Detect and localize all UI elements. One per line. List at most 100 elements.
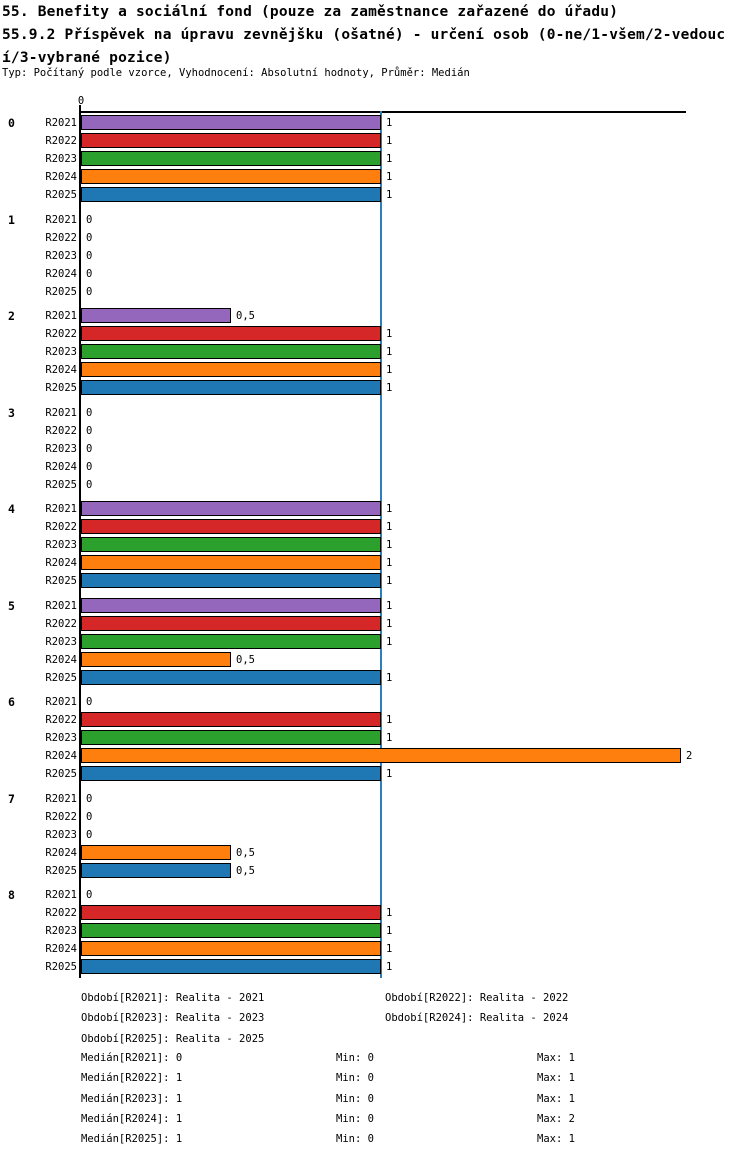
bar: [81, 537, 381, 552]
series-label: R2024: [45, 750, 77, 762]
bar: [81, 862, 231, 878]
series-label: R2023: [45, 732, 77, 744]
bar: [81, 169, 381, 184]
max-label: Max: 2: [537, 1113, 575, 1125]
bar: [81, 573, 381, 588]
bar: [81, 959, 381, 974]
median-label: Medián[R2024]: 1: [81, 1113, 183, 1125]
bar: [81, 923, 381, 938]
group-label: 1: [8, 212, 15, 227]
series-label: R2025: [45, 864, 77, 877]
series-label: R2024: [45, 846, 77, 859]
value-label: 0: [86, 478, 93, 491]
max-label: Max: 1: [537, 1072, 575, 1084]
value-label: 1: [386, 539, 393, 551]
legend-period: Období[R2022]: Realita - 2022: [385, 992, 568, 1005]
min-label: Min: 0: [336, 1133, 374, 1145]
series-label: R2022: [45, 714, 77, 726]
bar: [81, 519, 381, 534]
bar: [81, 941, 381, 956]
legend-period-label: Období[R2022]:: [385, 992, 474, 1004]
series-label: R2022: [45, 328, 77, 340]
bar: [81, 844, 231, 860]
value-label: 1: [386, 671, 393, 684]
max-label: Max: 1: [537, 1133, 575, 1145]
chart-meta-info: Typ: Počítaný podle vzorce, Vyhodnocení:…: [2, 67, 470, 79]
series-label: R2023: [45, 828, 77, 841]
value-label: 0: [86, 285, 93, 298]
min-label: Min: 0: [336, 1093, 374, 1105]
series-label: R2021: [45, 889, 77, 901]
median-label: Medián[R2021]: 0: [81, 1052, 183, 1064]
value-label: 0,5: [236, 653, 255, 666]
series-label: R2025: [45, 285, 77, 298]
series-label: R2023: [45, 925, 77, 937]
y-axis-line: [79, 105, 81, 978]
min-label: Min: 0: [336, 1052, 374, 1064]
x-axis-tick-label-zero: 0: [77, 95, 85, 107]
value-label: 0: [86, 442, 93, 455]
bar: [81, 326, 381, 341]
group-label: 2: [8, 309, 15, 323]
series-label: R2025: [45, 768, 77, 780]
group-label: 6: [8, 695, 15, 709]
group-label: 8: [8, 888, 15, 902]
value-label: 0: [86, 696, 93, 708]
group-label: 3: [8, 405, 15, 420]
series-label: R2024: [45, 943, 77, 955]
series-label: R2023: [45, 249, 77, 262]
series-label: R2024: [45, 171, 77, 183]
median-label: Medián[R2022]: 1: [81, 1072, 183, 1084]
legend-period-label: Období[R2021]:: [81, 992, 170, 1004]
value-label: 1: [386, 714, 393, 726]
min-label: Min: 0: [336, 1113, 374, 1125]
value-label: 1: [386, 171, 393, 183]
value-label: 1: [386, 503, 393, 515]
series-label: R2025: [45, 671, 77, 684]
group-label: 5: [8, 598, 15, 613]
page-title-line-2: 55.9.2 Příspěvek na úpravu zevnějšku (oš…: [2, 27, 726, 43]
series-label: R2021: [45, 117, 77, 129]
legend-period: Období[R2023]: Realita - 2023: [81, 1012, 264, 1025]
series-label: R2022: [45, 231, 77, 244]
legend-period-value: Realita - 2021: [175, 992, 265, 1004]
value-label: 0: [86, 424, 93, 437]
reference-line-value-1: [380, 111, 382, 978]
value-label: 0: [86, 406, 93, 419]
bar: [81, 133, 381, 148]
group-label: 4: [8, 502, 15, 516]
value-label: 1: [386, 617, 393, 630]
value-label: 1: [386, 346, 393, 358]
series-label: R2025: [45, 189, 77, 201]
series-label: R2021: [45, 213, 77, 226]
series-label: R2023: [45, 539, 77, 551]
series-label: R2022: [45, 135, 77, 147]
value-label: 1: [386, 925, 393, 937]
series-label: R2021: [45, 696, 77, 708]
legend-period-value: Realita - 2024: [479, 1012, 569, 1024]
median-label: Medián[R2025]: 1: [81, 1133, 183, 1145]
series-label: R2022: [45, 521, 77, 533]
series-label: R2021: [45, 503, 77, 515]
bar: [81, 669, 381, 685]
bar: [81, 597, 381, 613]
value-label: 1: [386, 189, 393, 201]
median-label: Medián[R2023]: 1: [81, 1093, 183, 1105]
bar: [81, 115, 381, 130]
value-label: 1: [386, 382, 393, 394]
bar: [81, 651, 231, 667]
max-label: Max: 1: [537, 1052, 575, 1064]
legend-period-value: Realita - 2022: [479, 992, 569, 1004]
bar: [81, 615, 381, 631]
series-label: R2021: [45, 406, 77, 419]
series-label: R2021: [45, 310, 77, 322]
legend-period-value: Realita - 2025: [175, 1033, 265, 1045]
value-label: 0: [86, 810, 93, 823]
bar: [81, 187, 381, 202]
value-label: 0: [86, 267, 93, 280]
series-label: R2024: [45, 557, 77, 569]
bar: [81, 905, 381, 920]
page-title-line-3: í/3-vybrané pozice): [2, 50, 172, 66]
series-label: R2021: [45, 599, 77, 612]
legend-period-label: Období[R2023]:: [81, 1012, 170, 1024]
